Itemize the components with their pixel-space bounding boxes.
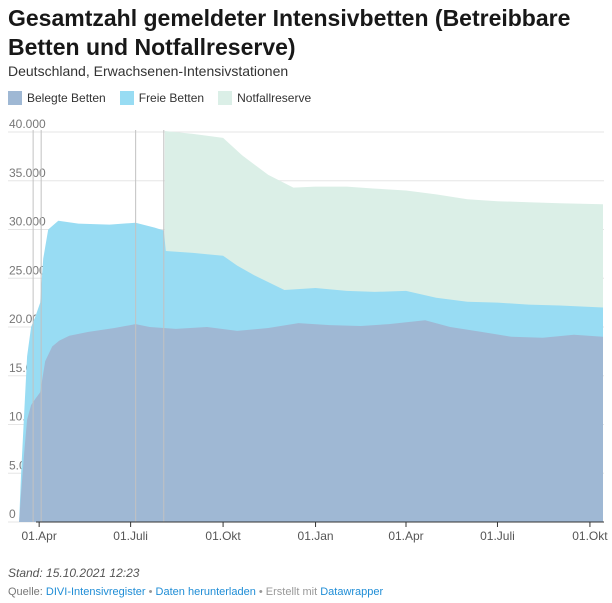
area-belegte-betten bbox=[19, 320, 603, 522]
source-separator: • bbox=[145, 586, 156, 598]
legend-item-freie: Freie Betten bbox=[119, 91, 205, 105]
x-tick-label: 01.Juli bbox=[480, 529, 515, 543]
datawrapper-link[interactable]: Datawrapper bbox=[320, 586, 384, 598]
legend-swatch-belegte bbox=[8, 91, 22, 105]
created-with-text: • Erstellt mit bbox=[255, 586, 321, 598]
source-line: Quelle: DIVI-Intensivregister • Daten he… bbox=[8, 586, 383, 598]
legend-item-notfall: Notfallreserve bbox=[218, 91, 311, 105]
y-tick-label: 30.000 bbox=[9, 215, 46, 229]
x-tick-label: 01.Okt bbox=[205, 529, 241, 543]
y-tick-label: 40.000 bbox=[9, 117, 46, 131]
chart-title: Gesamtzahl gemeldeter Intensivbetten (Be… bbox=[8, 5, 571, 60]
source-prefix: Quelle: bbox=[8, 586, 46, 598]
legend: Belegte Betten Freie Betten Notfallreser… bbox=[8, 91, 325, 105]
y-tick-label: 0 bbox=[9, 507, 16, 521]
x-tick-label: 01.Apr bbox=[388, 529, 423, 543]
x-tick-label: 01.Juli bbox=[113, 529, 148, 543]
x-tick-label: 01.Apr bbox=[21, 529, 56, 543]
chart-svg: 05.00010.00015.00020.00025.00030.00035.0… bbox=[8, 117, 608, 543]
y-tick-label: 25.000 bbox=[9, 263, 46, 277]
x-tick-label: 01.Jan bbox=[298, 529, 334, 543]
legend-swatch-notfall bbox=[218, 91, 233, 105]
legend-label-notfall: Notfallreserve bbox=[237, 91, 312, 105]
stand-text: Stand: 15.10.2021 12:23 bbox=[8, 566, 140, 580]
chart-subtitle: Deutschland, Erwachsenen-Intensivstation… bbox=[8, 63, 289, 79]
download-link[interactable]: Daten herunterladen bbox=[155, 586, 256, 598]
legend-item-belegte: Belegte Betten bbox=[8, 91, 106, 105]
x-tick-label: 01.Okt bbox=[572, 529, 608, 543]
source-link[interactable]: DIVI-Intensivregister bbox=[45, 586, 146, 598]
y-tick-label: 35.000 bbox=[9, 166, 46, 180]
legend-swatch-freie bbox=[119, 91, 134, 105]
legend-label-freie: Freie Betten bbox=[138, 91, 205, 105]
legend-label-belegte: Belegte Betten bbox=[27, 91, 106, 105]
